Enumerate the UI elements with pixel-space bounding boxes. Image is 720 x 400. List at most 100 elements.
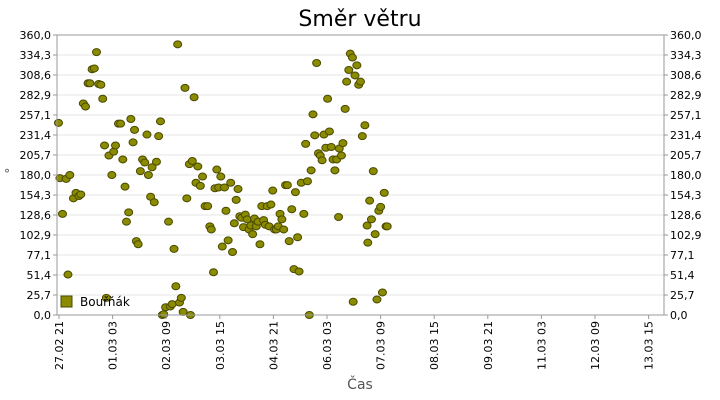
data-point	[323, 94, 333, 103]
y-tick-label: 51,4	[670, 269, 695, 282]
data-point	[299, 209, 309, 218]
data-point	[293, 233, 303, 242]
data-point	[133, 240, 143, 249]
data-point	[151, 157, 161, 166]
y-axis-left: 0,0 25,7 51,4 77,1 102,9 128,6 154,3 180,0 205,7…	[20, 29, 57, 322]
y-tick-label: 0,0	[34, 309, 52, 322]
data-point	[334, 213, 344, 221]
data-point	[116, 119, 126, 128]
data-point	[198, 172, 208, 181]
x-tick-label: 27.02 21	[53, 321, 66, 370]
data-point	[277, 215, 287, 224]
data-point	[255, 240, 265, 249]
y-tick-label: 205,7	[20, 149, 52, 162]
data-point	[282, 181, 292, 190]
data-point	[233, 185, 243, 193]
data-point	[223, 236, 233, 245]
data-point	[377, 288, 387, 297]
y-tick-label: 154,3	[670, 189, 702, 202]
x-axis-label: Čas	[347, 375, 373, 393]
data-point	[155, 117, 165, 126]
data-point	[302, 177, 312, 186]
y-tick-label: 128,6	[670, 209, 702, 222]
data-point	[128, 138, 138, 147]
y-tick-label: 51,4	[27, 269, 52, 282]
data-point	[212, 165, 222, 174]
data-point	[180, 83, 190, 92]
data-point	[376, 202, 386, 211]
data-point	[96, 80, 106, 89]
y-tick-label: 102,9	[670, 229, 702, 242]
data-point	[171, 282, 181, 291]
y-tick-label: 128,6	[20, 209, 52, 222]
y-tick-label: 257,1	[20, 109, 52, 122]
data-point	[76, 190, 86, 199]
data-point	[85, 79, 95, 88]
x-tick-label: 09.03 21	[482, 321, 495, 370]
y-tick-label: 77,1	[27, 249, 52, 262]
data-point	[360, 121, 370, 130]
x-axis: 27.02 21 01.03 03 02.03 09 03.03 15 04.03 21…	[53, 315, 656, 370]
x-tick-label: 13.03 15	[643, 321, 656, 370]
data-point	[219, 183, 229, 192]
data-point	[317, 156, 327, 165]
data-point	[209, 268, 219, 277]
x-tick-label: 02.03 09	[160, 321, 173, 370]
y-tick-label: 334,3	[670, 49, 702, 62]
y-tick-label: 231,4	[670, 129, 702, 142]
data-point	[57, 209, 67, 218]
data-point	[226, 178, 236, 187]
data-point	[229, 219, 239, 228]
data-point	[362, 221, 372, 230]
y-tick-label: 102,9	[20, 229, 52, 242]
y-tick-label: 77,1	[670, 249, 695, 262]
data-point	[135, 167, 145, 176]
legend-label: Bouřňák	[80, 295, 130, 309]
data-point	[167, 300, 177, 309]
data-point	[147, 163, 157, 172]
data-point	[164, 217, 174, 226]
data-point	[363, 238, 373, 247]
data-point	[370, 230, 380, 239]
data-point	[324, 127, 334, 136]
data-point	[91, 48, 101, 57]
data-point	[121, 217, 131, 226]
data-point	[294, 267, 304, 276]
y-tick-label: 180,0	[20, 169, 52, 182]
x-tick-label: 07.03 09	[375, 321, 388, 370]
data-point	[290, 188, 300, 197]
data-point	[187, 157, 197, 165]
data-point	[266, 200, 276, 209]
data-point	[365, 196, 375, 205]
data-point	[330, 166, 340, 175]
data-point	[120, 182, 130, 191]
grid	[57, 34, 664, 316]
data-point	[310, 131, 320, 140]
data-point	[306, 166, 316, 175]
data-point	[301, 139, 311, 148]
x-tick-label: 12.03 09	[589, 321, 602, 370]
data-point	[118, 155, 128, 164]
y-tick-label: 180,0	[670, 169, 702, 182]
y-tick-label: 308,6	[20, 69, 52, 82]
data-point	[348, 297, 358, 306]
data-point	[111, 141, 121, 150]
data-point	[206, 225, 216, 234]
data-point	[107, 171, 117, 179]
y-tick-label: 257,1	[670, 109, 702, 122]
data-point	[347, 53, 357, 62]
y-tick-label: 231,4	[20, 129, 52, 142]
data-point	[268, 186, 278, 195]
y-tick-label: 308,6	[670, 69, 702, 82]
data-point	[352, 61, 362, 70]
y-axis-label-left: °	[4, 167, 10, 181]
data-point	[101, 293, 111, 302]
data-point	[176, 293, 186, 302]
data-point	[173, 40, 183, 49]
chart-title: Směr větru	[298, 7, 421, 32]
y-tick-label: 360,0	[20, 29, 52, 42]
data-point	[98, 94, 108, 103]
data-point	[312, 59, 322, 67]
data-point	[217, 242, 227, 251]
data-point	[81, 102, 91, 111]
